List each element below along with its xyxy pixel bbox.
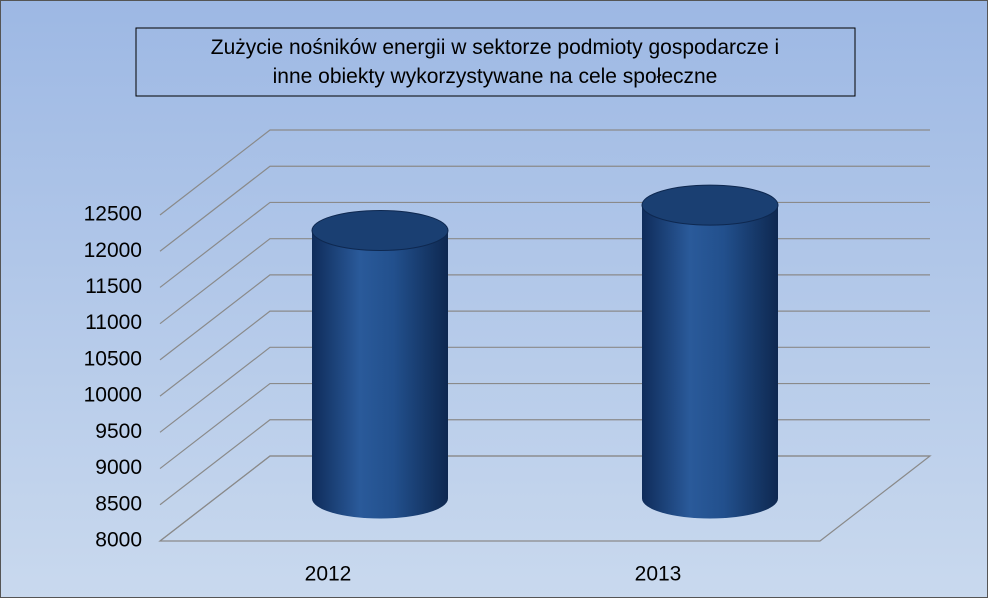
y-tick-label: 11500 (85, 275, 142, 298)
y-tick-label: 9000 (95, 456, 142, 479)
x-tick-label: 2013 (635, 563, 682, 586)
y-tick-label: 11000 (85, 311, 142, 334)
cylinder (312, 230, 448, 519)
y-tick-label: 10500 (84, 347, 142, 370)
cylinder-top (311, 209, 449, 251)
y-tick-label: 12500 (84, 203, 142, 226)
cylinder-top (641, 184, 779, 226)
y-tick-label: 8000 (95, 529, 142, 552)
chart-title: Zużycie nośników energii w sektorze podm… (211, 36, 779, 88)
y-tick-label: 8500 (95, 492, 142, 515)
y-tick-label: 12000 (84, 239, 142, 262)
grid-line (159, 165, 930, 252)
grid-line (159, 129, 930, 216)
y-tick-label: 10000 (84, 384, 142, 407)
title-box (135, 27, 856, 97)
y-tick-label: 9500 (95, 420, 142, 443)
cylinder (642, 205, 778, 519)
x-tick-label: 2012 (305, 563, 352, 586)
